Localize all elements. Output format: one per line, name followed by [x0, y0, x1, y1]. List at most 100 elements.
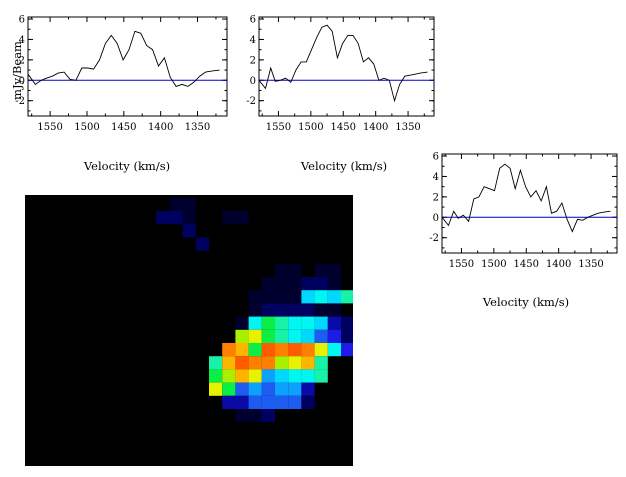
- map-pixel: [169, 211, 183, 225]
- map-pixel: [314, 369, 328, 383]
- x-axis-label: Velocity (km/s): [300, 159, 387, 173]
- map-pixel: [275, 382, 289, 396]
- map-pixel: [182, 197, 196, 211]
- map-pixel: [261, 316, 275, 330]
- y-tick-label: 2: [19, 55, 25, 66]
- x-axis-label: Velocity (km/s): [482, 295, 569, 309]
- intensity-map-svg: [156, 197, 353, 423]
- x-tick-label: 1450: [331, 122, 356, 133]
- y-tick-label: 6: [250, 15, 256, 26]
- map-pixel: [275, 263, 289, 277]
- x-tick-label: 1400: [148, 122, 173, 133]
- map-pixel: [235, 356, 249, 370]
- map-pixel: [261, 329, 275, 343]
- x-tick-label: 1350: [185, 122, 210, 133]
- map-pixel: [341, 329, 353, 343]
- map-pixel: [275, 395, 289, 409]
- x-tick-label: 1500: [298, 122, 323, 133]
- y-tick-label: 0: [19, 76, 25, 87]
- map-pixel: [301, 277, 315, 291]
- spectrum-panel-1: 6 4 2 0 -2 1550 1500 1450 1400 1350 Velocity (km/s…: [0, 0, 230, 180]
- map-pixel: [261, 409, 275, 423]
- spectrum-plot-2: 6 4 2 0 -2 1550 1500 1450 1400 1350 Velocity (km/s…: [246, 15, 435, 173]
- map-pixel: [235, 211, 249, 225]
- x-tick-label: 1450: [111, 122, 136, 133]
- map-pixel: [288, 290, 302, 304]
- spectrum-line: [441, 163, 611, 233]
- map-pixel: [248, 303, 262, 317]
- map-pixel: [235, 382, 249, 396]
- map-pixel: [235, 329, 249, 343]
- spectrum-panel-2: 6 4 2 0 -2 1550 1500 1450 1400 1350 Velocity (km/s…: [232, 0, 437, 180]
- plot-frame: [258, 16, 435, 117]
- map-pixel: [327, 263, 341, 277]
- map-pixel: [182, 211, 196, 225]
- map-pixel: [314, 263, 328, 277]
- map-pixel: [235, 316, 249, 330]
- x-tick-label: 1350: [395, 122, 420, 133]
- map-pixel: [248, 409, 262, 423]
- spectrum-plot-3: 6 4 2 0 -2 1550 1500 1450 1400 1350 Velocity (km/s…: [429, 152, 618, 309]
- map-pixel: [261, 369, 275, 383]
- map-pixel: [288, 329, 302, 343]
- x-tick-label: 1550: [449, 259, 474, 270]
- map-pixel: [235, 369, 249, 383]
- intensity-map: [25, 195, 353, 466]
- map-pixel: [261, 395, 275, 409]
- map-pixel: [314, 290, 328, 304]
- y-tick-label: 0: [433, 213, 439, 224]
- spectrum-plot-1: 6 4 2 0 -2 1550 1500 1450 1400 1350 Velocity (km/s…: [10, 15, 228, 173]
- map-pixel: [275, 329, 289, 343]
- y-tick-label: 2: [433, 192, 439, 203]
- map-pixel: [222, 343, 236, 357]
- y-tick-label: 4: [433, 172, 439, 183]
- spectrum-line: [27, 30, 220, 87]
- map-pixel: [156, 211, 170, 225]
- map-pixel: [248, 316, 262, 330]
- map-pixel: [275, 369, 289, 383]
- map-pixel: [301, 395, 315, 409]
- map-pixel: [169, 197, 183, 211]
- map-pixel: [248, 382, 262, 396]
- y-tick-label: 0: [250, 76, 256, 87]
- map-pixel: [327, 329, 341, 343]
- map-pixel: [327, 277, 341, 291]
- x-tick-label: 1350: [578, 259, 603, 270]
- map-pixel: [235, 343, 249, 357]
- plot-frame: [441, 153, 618, 254]
- map-pixel: [248, 356, 262, 370]
- map-pixel: [182, 224, 196, 238]
- map-pixel: [314, 303, 328, 317]
- map-pixel: [275, 343, 289, 357]
- map-pixel: [288, 303, 302, 317]
- map-pixel: [301, 343, 315, 357]
- map-pixel: [222, 356, 236, 370]
- map-pixel: [261, 343, 275, 357]
- map-pixel: [222, 369, 236, 383]
- map-pixel: [327, 290, 341, 304]
- x-tick-label: 1500: [481, 259, 506, 270]
- y-tick-label: 4: [19, 35, 25, 46]
- map-pixel: [288, 369, 302, 383]
- map-pixel: [341, 316, 353, 330]
- spectrum-line: [258, 24, 428, 103]
- map-pixel: [301, 382, 315, 396]
- map-pixel: [235, 395, 249, 409]
- map-pixel: [301, 303, 315, 317]
- map-pixel: [288, 356, 302, 370]
- map-pixel: [341, 343, 353, 357]
- x-tick-label: 1450: [514, 259, 539, 270]
- x-tick-label: 1550: [37, 122, 62, 133]
- y-tick-label: 6: [433, 152, 439, 163]
- map-pixel: [248, 290, 262, 304]
- map-pixel: [301, 369, 315, 383]
- map-pixel: [341, 290, 353, 304]
- map-pixel: [261, 356, 275, 370]
- map-pixel: [288, 316, 302, 330]
- map-pixel: [314, 316, 328, 330]
- x-tick-label: 1550: [266, 122, 291, 133]
- map-pixel: [327, 316, 341, 330]
- map-pixel: [288, 395, 302, 409]
- map-pixel: [301, 316, 315, 330]
- y-tick-label: -2: [15, 96, 25, 107]
